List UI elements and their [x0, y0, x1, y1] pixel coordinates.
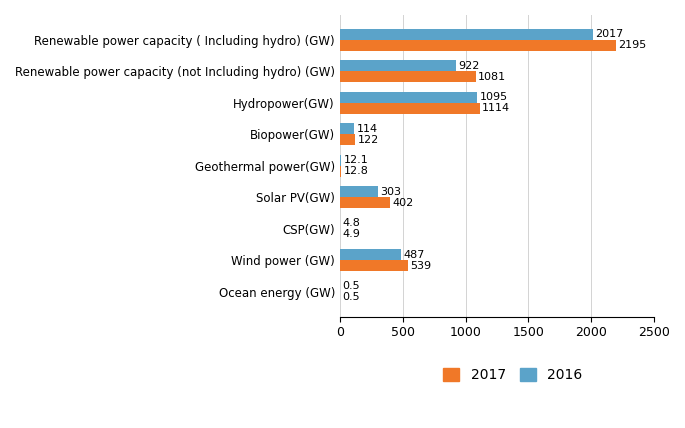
Text: 4.8: 4.8 [342, 218, 360, 229]
Text: 303: 303 [380, 187, 401, 197]
Text: 402: 402 [393, 198, 414, 208]
Text: 539: 539 [410, 261, 431, 271]
Text: 2017: 2017 [596, 29, 624, 39]
Bar [340, 40, 616, 51]
Text: 1081: 1081 [478, 72, 506, 82]
Bar [340, 155, 341, 166]
Text: 114: 114 [356, 124, 377, 134]
Text: 487: 487 [403, 250, 425, 260]
Text: 922: 922 [458, 61, 480, 71]
Text: 122: 122 [358, 135, 379, 145]
Bar [340, 92, 477, 103]
Bar [340, 260, 408, 271]
Text: 0.5: 0.5 [342, 292, 360, 303]
Text: 0.5: 0.5 [342, 282, 360, 291]
Bar [340, 103, 480, 114]
Bar [340, 71, 475, 82]
Text: 12.1: 12.1 [344, 155, 369, 165]
Text: 4.9: 4.9 [342, 229, 360, 239]
Text: 12.8: 12.8 [344, 166, 369, 176]
Text: 2195: 2195 [618, 40, 646, 50]
Text: 1114: 1114 [482, 103, 510, 113]
Legend: 2017, 2016: 2017, 2016 [437, 363, 588, 388]
Bar [340, 250, 401, 260]
Bar [340, 29, 593, 40]
Bar [340, 134, 356, 146]
Bar [340, 123, 354, 134]
Bar [340, 60, 456, 71]
Bar [340, 166, 341, 177]
Bar [340, 186, 378, 197]
Text: 1095: 1095 [479, 92, 508, 102]
Bar [340, 197, 390, 208]
